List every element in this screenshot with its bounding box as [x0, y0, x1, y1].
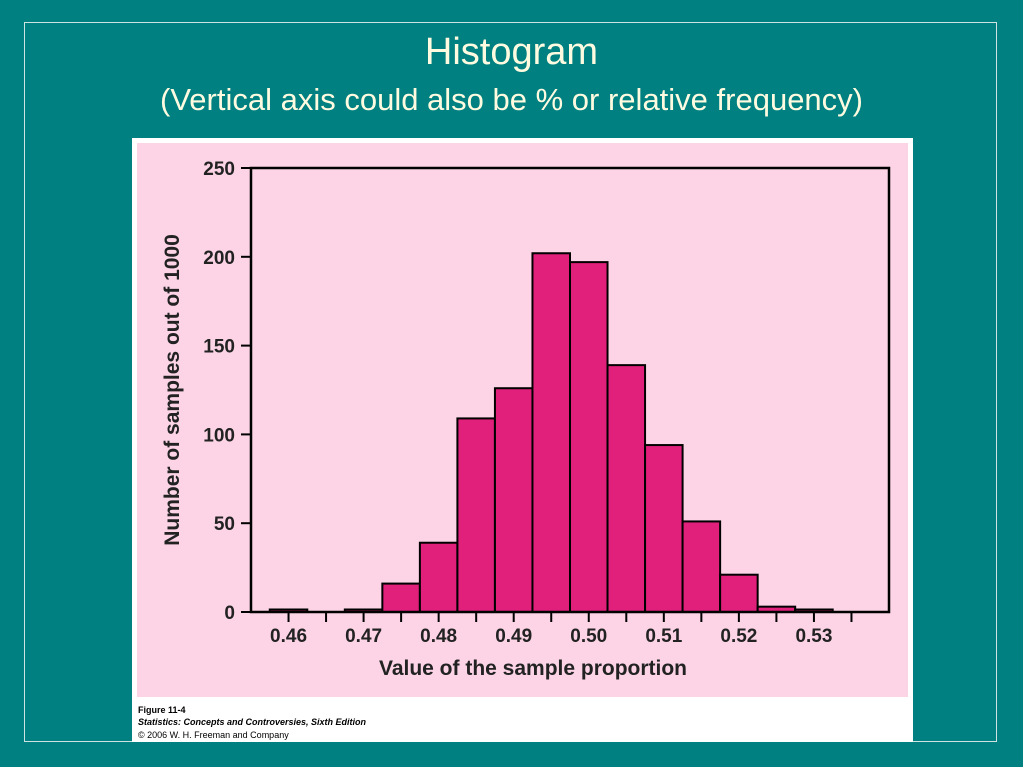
x-tick-label: 0.46 — [270, 626, 307, 647]
figure-panel: 0.46 0.47 0.48 0.49 0.50 0.51 0.52 0.53 0 50 100 1… — [132, 138, 913, 742]
histogram-bar — [531, 252, 571, 614]
x-tick-label: 0.49 — [495, 626, 532, 647]
x-axis-ticks: 0.46 0.47 0.48 0.49 0.50 0.51 0.52 0.53 — [270, 612, 853, 647]
y-tick-label: 250 — [203, 159, 235, 180]
histogram-bar — [606, 364, 647, 613]
histogram-bar — [493, 387, 534, 613]
y-tick-label: 50 — [214, 514, 235, 535]
y-tick-label: 200 — [203, 248, 235, 269]
copyright-caption: © 2006 W. H. Freeman and Company — [138, 730, 289, 740]
bars-layer — [268, 252, 834, 614]
slide-title: Histogram — [424, 31, 599, 73]
y-axis-title: Number of samples out of 1000 — [161, 234, 184, 546]
x-tick-label: 0.51 — [645, 626, 682, 647]
x-tick-label: 0.53 — [795, 626, 832, 647]
x-tick-label: 0.48 — [420, 626, 457, 647]
histogram-bar — [418, 541, 459, 613]
histogram-chart: 0.46 0.47 0.48 0.49 0.50 0.51 0.52 0.53 0 50 100 1… — [137, 143, 908, 697]
x-tick-label: 0.52 — [720, 626, 757, 647]
y-tick-label: 150 — [203, 337, 235, 358]
y-tick-label: 100 — [203, 425, 235, 446]
slide-subtitle: (Vertical axis could also be % or relati… — [160, 82, 863, 117]
plot-frame — [249, 166, 891, 614]
histogram-bar — [456, 417, 496, 613]
histogram-bar — [381, 582, 421, 614]
histogram-bar — [644, 444, 684, 613]
histogram-bar — [569, 261, 609, 614]
figure-caption: Figure 11-4 — [138, 705, 186, 715]
y-axis-ticks: 0 50 100 150 200 250 — [203, 159, 251, 624]
x-tick-label: 0.50 — [570, 626, 607, 647]
histogram-bar — [681, 520, 722, 614]
histogram-bar — [719, 573, 759, 614]
book-caption: Statistics: Concepts and Controversies, … — [138, 717, 367, 727]
x-tick-label: 0.47 — [345, 626, 382, 647]
x-axis-title: Value of the sample proportion — [379, 657, 687, 680]
y-tick-label: 0 — [224, 603, 235, 624]
